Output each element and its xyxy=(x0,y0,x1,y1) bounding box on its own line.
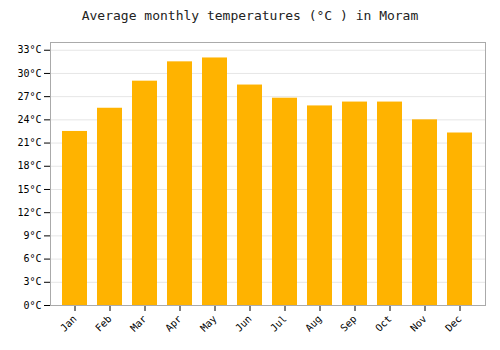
svg-text:30°C: 30°C xyxy=(17,68,41,79)
svg-text:Sep: Sep xyxy=(338,313,359,334)
svg-text:12°C: 12°C xyxy=(17,207,41,218)
svg-text:33°C: 33°C xyxy=(17,44,41,55)
svg-text:Feb: Feb xyxy=(93,313,114,334)
html-text:Average monthly temperatures (: Average monthly temperatures (°C ) in Mo… xyxy=(81,8,419,23)
svg-text:Mar: Mar xyxy=(128,313,149,334)
svg-text:3°C: 3°C xyxy=(23,276,41,287)
svg-text:Dec: Dec xyxy=(443,313,464,334)
svg-text:24°C: 24°C xyxy=(17,114,41,125)
svg-text:9°C: 9°C xyxy=(23,230,41,241)
svg-text:Nov: Nov xyxy=(408,313,429,334)
svg-text:Aug: Aug xyxy=(303,313,324,334)
svg-text:Jan: Jan xyxy=(58,313,79,334)
svg-text:Oct: Oct xyxy=(373,313,394,334)
svg-text:18°C: 18°C xyxy=(17,160,41,171)
svg-text:15°C: 15°C xyxy=(17,184,41,195)
svg-text:Apr: Apr xyxy=(163,313,184,334)
svg-text:27°C: 27°C xyxy=(17,91,41,102)
svg-text:21°C: 21°C xyxy=(17,137,41,148)
svg-text:Jul: Jul xyxy=(268,313,289,334)
svg-text:0°C: 0°C xyxy=(23,300,41,311)
svg-text:May: May xyxy=(198,313,219,334)
svg-text:6°C: 6°C xyxy=(23,253,41,264)
svg-text:Jun: Jun xyxy=(233,313,254,334)
